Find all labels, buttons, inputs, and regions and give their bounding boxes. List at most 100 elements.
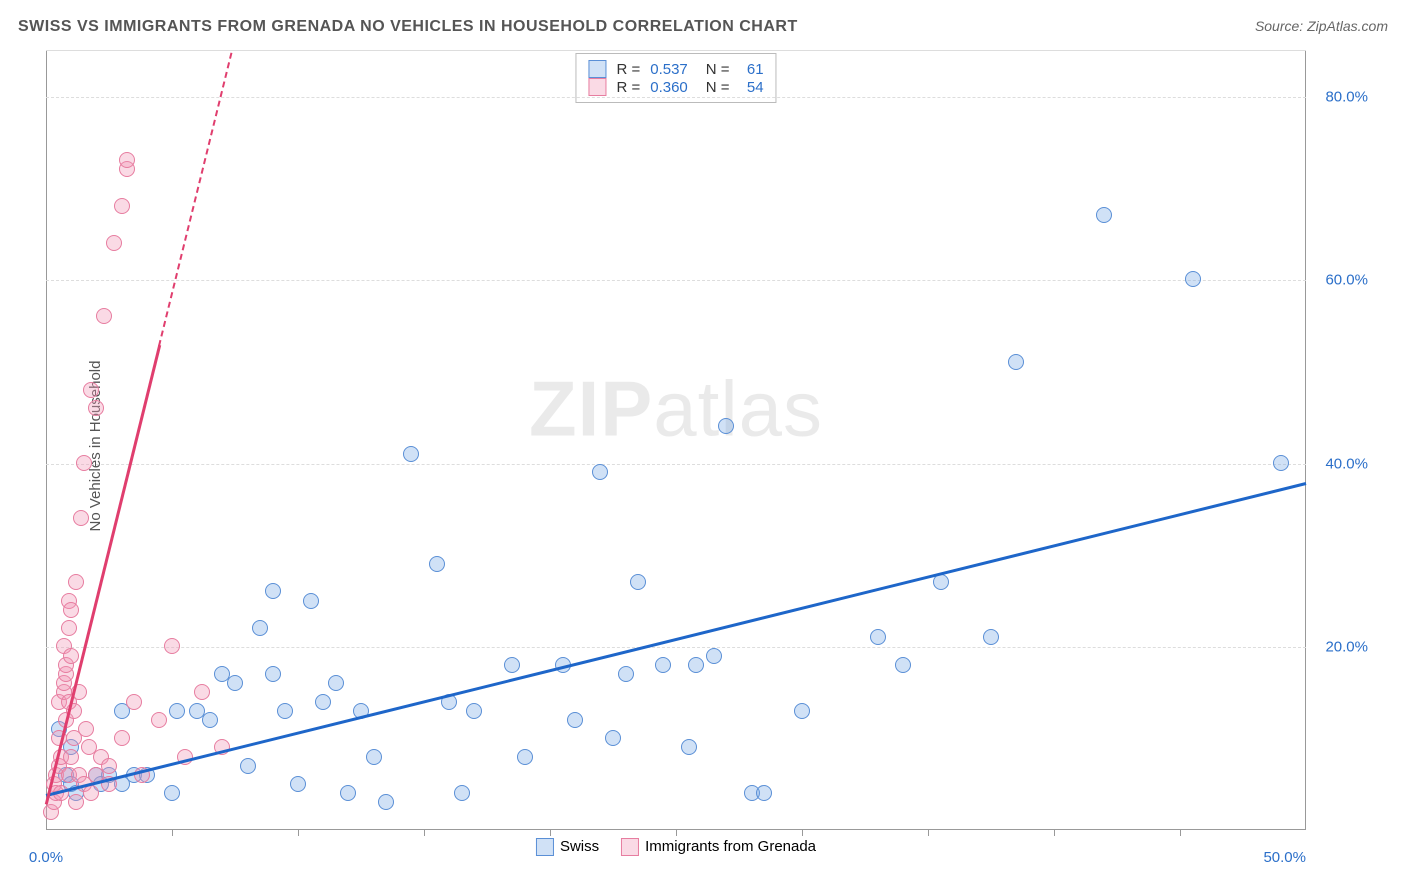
point-grenada	[63, 749, 79, 765]
point-grenada	[61, 620, 77, 636]
point-swiss	[265, 666, 281, 682]
r-value-swiss: 0.537	[650, 61, 688, 78]
point-swiss	[630, 574, 646, 590]
n-value-swiss: 61	[740, 61, 764, 78]
point-grenada	[78, 721, 94, 737]
point-grenada	[126, 694, 142, 710]
r-label: R =	[616, 61, 640, 78]
gridline	[46, 647, 1306, 648]
point-swiss	[567, 712, 583, 728]
point-grenada	[76, 455, 92, 471]
point-swiss	[290, 776, 306, 792]
point-grenada	[96, 308, 112, 324]
point-swiss	[983, 629, 999, 645]
point-grenada	[88, 400, 104, 416]
point-grenada	[114, 730, 130, 746]
point-swiss	[252, 620, 268, 636]
point-grenada	[164, 638, 180, 654]
point-swiss	[504, 657, 520, 673]
point-swiss	[378, 794, 394, 810]
point-swiss	[466, 703, 482, 719]
x-tick	[802, 830, 803, 836]
legend-item-swiss: Swiss	[536, 838, 599, 856]
point-swiss	[517, 749, 533, 765]
series-legend: Swiss Immigrants from Grenada	[536, 838, 816, 856]
x-tick	[676, 830, 677, 836]
point-grenada	[114, 198, 130, 214]
r-value-grenada: 0.360	[650, 79, 688, 96]
right-axis	[1305, 51, 1306, 830]
point-swiss	[169, 703, 185, 719]
y-axis	[46, 51, 47, 830]
point-swiss	[328, 675, 344, 691]
point-swiss	[403, 446, 419, 462]
point-swiss	[315, 694, 331, 710]
point-swiss	[605, 730, 621, 746]
point-swiss	[718, 418, 734, 434]
point-swiss	[895, 657, 911, 673]
legend-row-swiss: R = 0.537 N = 61	[588, 60, 763, 78]
point-swiss	[1185, 271, 1201, 287]
point-swiss	[688, 657, 704, 673]
swatch-grenada	[621, 838, 639, 856]
x-tick-label: 50.0%	[1263, 849, 1306, 866]
point-grenada	[151, 712, 167, 728]
point-swiss	[933, 574, 949, 590]
point-grenada	[63, 602, 79, 618]
point-swiss	[265, 583, 281, 599]
point-swiss	[340, 785, 356, 801]
trendline	[45, 346, 161, 805]
gridline	[46, 97, 1306, 98]
swatch-grenada	[588, 78, 606, 96]
r-label: R =	[616, 79, 640, 96]
gridline	[46, 464, 1306, 465]
point-grenada	[194, 684, 210, 700]
point-swiss	[164, 785, 180, 801]
x-tick	[424, 830, 425, 836]
point-swiss	[756, 785, 772, 801]
scatter-plot: ZIPatlas R = 0.537 N = 61 R = 0.360 N = …	[46, 50, 1306, 830]
watermark: ZIPatlas	[529, 364, 823, 455]
source-attribution: Source: ZipAtlas.com	[1255, 18, 1388, 34]
n-value-grenada: 54	[740, 79, 764, 96]
point-grenada	[83, 382, 99, 398]
point-swiss	[454, 785, 470, 801]
y-tick-label: 80.0%	[1312, 88, 1368, 105]
legend-label-grenada: Immigrants from Grenada	[645, 838, 816, 855]
point-swiss	[706, 648, 722, 664]
point-grenada	[63, 648, 79, 664]
point-swiss	[618, 666, 634, 682]
point-swiss	[227, 675, 243, 691]
x-tick-label: 0.0%	[29, 849, 63, 866]
point-swiss	[794, 703, 810, 719]
n-label: N =	[706, 79, 730, 96]
point-swiss	[1008, 354, 1024, 370]
point-swiss	[240, 758, 256, 774]
point-swiss	[429, 556, 445, 572]
point-grenada	[68, 574, 84, 590]
point-grenada	[73, 510, 89, 526]
chart-title: SWISS VS IMMIGRANTS FROM GRENADA NO VEHI…	[18, 18, 798, 36]
point-grenada	[106, 235, 122, 251]
trendline	[46, 482, 1307, 796]
point-swiss	[1273, 455, 1289, 471]
point-swiss	[366, 749, 382, 765]
point-swiss	[681, 739, 697, 755]
swatch-swiss	[588, 60, 606, 78]
trendline-dashed	[158, 52, 233, 346]
y-tick-label: 40.0%	[1312, 455, 1368, 472]
y-tick-label: 20.0%	[1312, 639, 1368, 656]
point-swiss	[303, 593, 319, 609]
point-swiss	[277, 703, 293, 719]
legend-item-grenada: Immigrants from Grenada	[621, 838, 816, 856]
gridline	[46, 280, 1306, 281]
x-tick	[298, 830, 299, 836]
point-swiss	[655, 657, 671, 673]
legend-label-swiss: Swiss	[560, 838, 599, 855]
x-tick	[928, 830, 929, 836]
x-tick	[1180, 830, 1181, 836]
swatch-swiss	[536, 838, 554, 856]
x-tick	[550, 830, 551, 836]
point-swiss	[1096, 207, 1112, 223]
point-swiss	[202, 712, 218, 728]
